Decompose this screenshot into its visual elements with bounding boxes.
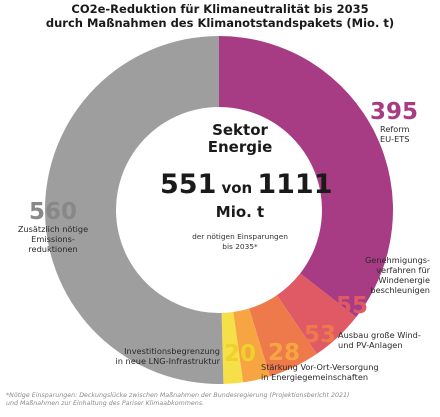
label-eu-ets-value: 395 [370, 99, 419, 125]
center-of: von [221, 179, 253, 197]
label-additional-value: 560 [28, 199, 77, 225]
slice-wind-permits [276, 273, 357, 354]
slice-lng [221, 312, 244, 384]
chart-title-line1: CO2e-Reduktion für Klimaneutralität bis … [71, 2, 369, 16]
slice-eu-ets [219, 36, 393, 318]
label-additional-text: Zusätzlich nötige Emissions- reduktionen [17, 224, 89, 254]
label-wind-permits-value: 55 [336, 293, 369, 319]
label-wind-pv-value: 53 [304, 322, 337, 348]
label-wind-permits: Genehmigungs- verfahren für Windenergie … [330, 255, 430, 295]
label-eu-ets-text: Reform EU-ETS [380, 124, 410, 144]
center-value: 551 [160, 169, 217, 200]
center-note: der nötigen Einsparungen bis 2035* [192, 232, 288, 251]
slice-wind-pv [249, 295, 317, 377]
chart-title: CO2e-Reduktion für Klimaneutralität bis … [0, 2, 440, 30]
label-local-supply-value: 28 [268, 340, 301, 366]
label-eu-ets: 395 Reform EU-ETS [370, 100, 436, 144]
label-additional: 560 Zusätzlich nötige Emissions- redukti… [8, 200, 98, 254]
label-wind-pv-text: Ausbau große Wind- und PV-Anlagen [338, 330, 421, 350]
label-local-supply-text: Stärkung Vor-Ort-Versorgung in Energiege… [261, 362, 379, 382]
label-lng-text: Investitionsbegrenzung in neue LNG-Infra… [115, 346, 220, 366]
center-sector-label: Sektor Energie [207, 121, 273, 156]
center-value-line: 551 von 1111 [160, 169, 332, 200]
center-unit: Mio. t [215, 203, 265, 221]
label-lng-value: 20 [224, 341, 257, 367]
label-wind-permits-text: Genehmigungs- verfahren für Windenergie … [364, 255, 430, 295]
footnote: *Nötige Einsparungen: Deckungslücke zwis… [6, 392, 350, 407]
slice-local-supply [233, 308, 270, 383]
center-total: 1111 [257, 169, 333, 200]
chart-title-line2: durch Maßnahmen des Klimanotstandspakets… [45, 16, 395, 30]
slice-additional [45, 36, 224, 384]
